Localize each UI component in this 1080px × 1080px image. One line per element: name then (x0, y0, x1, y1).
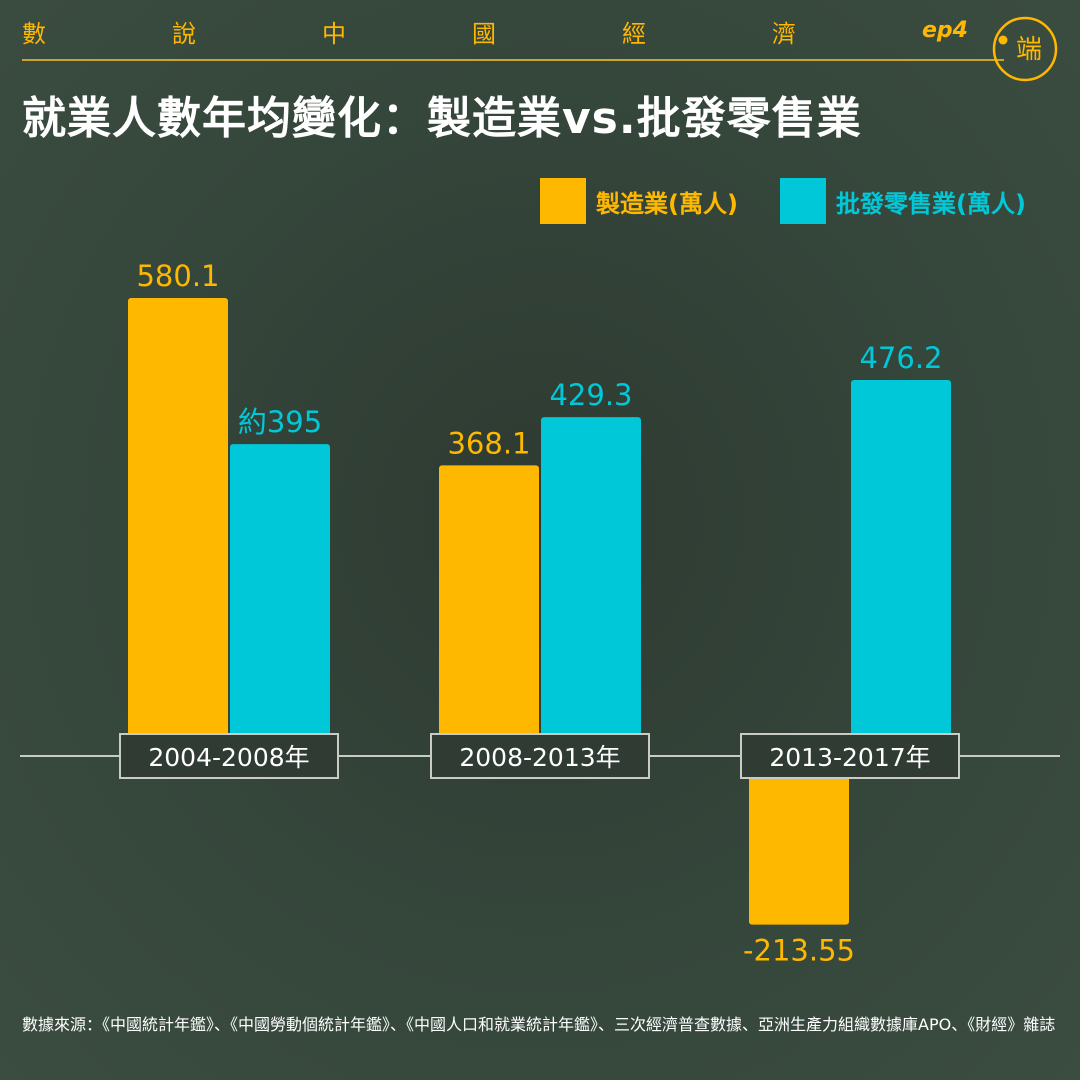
initium-logo: 端 (992, 16, 1058, 82)
bar-manufacturing (439, 465, 539, 756)
bar-wholesale-retail (851, 380, 951, 756)
data-label: 368.1 (447, 426, 530, 460)
header-divider (22, 59, 1004, 61)
category-label: 2004-2008年 (148, 743, 309, 772)
series-title-char: 中 (322, 20, 346, 48)
category-label: 2008-2013年 (459, 743, 620, 772)
episode-label: ep4 (922, 18, 968, 43)
logo-text: 端 (1016, 35, 1042, 65)
legend-label-wholesale-retail: 批發零售業(萬人) (836, 189, 1026, 218)
data-label: 476.2 (859, 341, 942, 375)
series-title-char: 說 (172, 20, 196, 48)
bar-wholesale-retail (230, 444, 330, 756)
data-label: 約395 (238, 405, 322, 439)
series-title-char: 國 (472, 20, 496, 48)
bar-manufacturing (749, 756, 849, 925)
chart-title: 就業人數年均變化：製造業vs.批發零售業 (22, 93, 862, 144)
series-title-char: 數 (22, 20, 46, 48)
legend-item-wholesale-retail: 批發零售業(萬人) (780, 177, 1026, 225)
data-label: 429.3 (549, 378, 632, 412)
series-title-char: 濟 (772, 20, 796, 48)
legend-swatch-wholesale-retail (780, 178, 826, 224)
legend-swatch-manufacturing (540, 178, 586, 224)
source-note: 數據來源：《中國統計年鑑》、《中國勞動個統計年鑑》、《中國人口和就業統計年鑑》、… (22, 1015, 1056, 1034)
data-label: 580.1 (136, 259, 219, 293)
bar-chart: 580.1 368.1 -213.55 約395 429.3 476.2 2004-2008… (20, 259, 1060, 968)
legend-item-manufacturing: 製造業(萬人) (540, 177, 738, 225)
bar-wholesale-retail (541, 417, 641, 756)
category-box (430, 733, 650, 779)
category-box (119, 733, 339, 779)
series-title-char: 經 (622, 20, 646, 48)
legend-label-manufacturing: 製造業(萬人) (596, 189, 738, 218)
category-label: 2013-2017年 (769, 743, 930, 772)
bar-manufacturing (128, 298, 228, 756)
category-box (740, 733, 960, 779)
data-label: -213.55 (743, 934, 855, 968)
